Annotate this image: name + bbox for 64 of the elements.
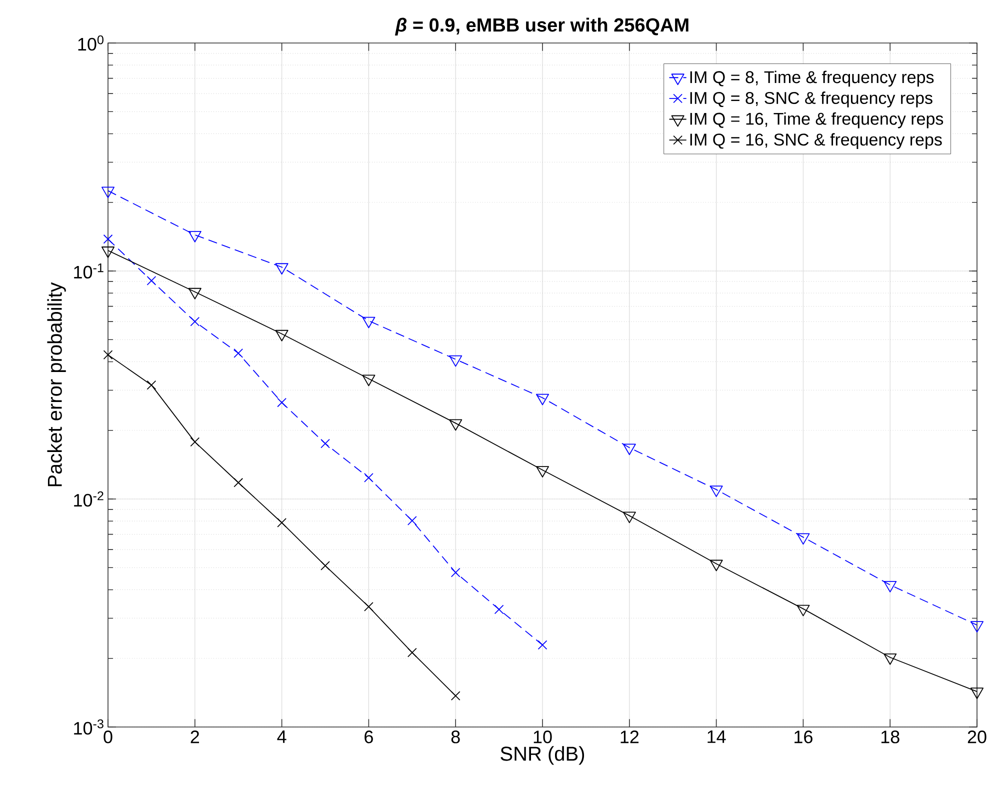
point (188, 230, 202, 242)
point (970, 688, 984, 700)
point (622, 444, 636, 456)
point (362, 374, 376, 386)
y-tick-label: 10$^{0}$ (78, 35, 104, 51)
y-tick-label: 10$^{-3}$ (74, 719, 104, 735)
point (884, 653, 897, 665)
point (146, 380, 156, 390)
y-tick-label: 10$^{-2}$ (74, 491, 104, 507)
legend-label: IM Q = 16, SNC & frequency reps (690, 133, 942, 149)
x-tick-label: 6 (364, 730, 373, 744)
point (407, 648, 417, 658)
point (275, 330, 288, 342)
point (101, 246, 115, 258)
point (450, 691, 460, 701)
point (710, 560, 723, 572)
point (364, 602, 374, 612)
point (275, 263, 288, 275)
point (449, 355, 462, 367)
point (362, 316, 376, 328)
point (449, 419, 462, 431)
point (884, 580, 897, 592)
x-tick-label: 8 (451, 730, 460, 744)
point (710, 486, 723, 498)
point (796, 604, 810, 616)
point (103, 350, 113, 360)
point (450, 568, 460, 578)
x-tick-label: 2 (190, 730, 200, 744)
point (103, 234, 113, 244)
x-tick-label: 4 (277, 730, 286, 743)
x-tick-label: 12 (620, 730, 639, 744)
x-tick-label: 14 (708, 730, 726, 743)
chart-title: β = 0.9, eMBB user with 256QAM (394, 18, 688, 36)
point (494, 604, 504, 614)
point (146, 276, 156, 286)
legend-label: IM Q = 16, Time & frequency reps (690, 112, 944, 128)
point (364, 473, 374, 482)
point (536, 394, 550, 406)
point (234, 348, 244, 358)
point (190, 437, 200, 447)
x-tick-label: 0 (104, 730, 112, 744)
point (320, 438, 330, 448)
point (277, 518, 286, 528)
point (188, 288, 202, 300)
point (234, 478, 244, 488)
point (190, 316, 200, 326)
point (320, 560, 330, 570)
x-axis-title: SNR (dB) (500, 746, 584, 765)
x-tick-label: 16 (794, 730, 812, 744)
point (796, 533, 810, 545)
point (970, 621, 984, 633)
point (538, 640, 548, 650)
x-tick-label: 20 (968, 730, 986, 744)
legend-label: IM Q = 8, Time & frequency reps (690, 70, 934, 87)
x-tick-label: 18 (881, 730, 900, 744)
y-axis-title: Packet error probability (47, 282, 66, 486)
point (622, 512, 636, 524)
point (277, 398, 286, 408)
x-tick-label: 10 (534, 730, 552, 744)
point (101, 186, 115, 198)
y-tick-label: 10$^{-1}$ (74, 263, 104, 279)
point (407, 516, 417, 526)
legend-label: IM Q = 8, SNC & frequency reps (690, 92, 932, 108)
point (536, 466, 550, 478)
